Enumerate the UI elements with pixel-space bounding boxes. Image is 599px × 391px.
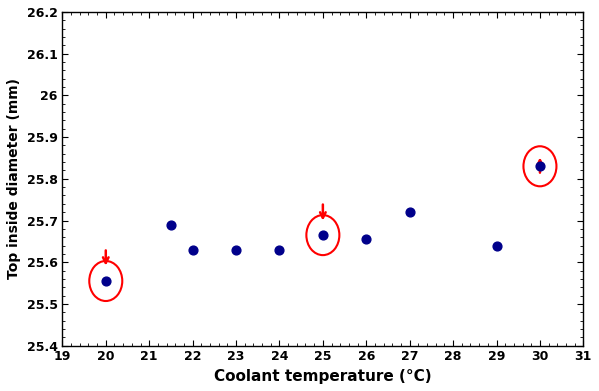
- Point: [231, 247, 241, 253]
- X-axis label: Coolant temperature (°C): Coolant temperature (°C): [214, 369, 432, 384]
- Point: [275, 247, 285, 253]
- Point: [188, 247, 198, 253]
- Point: [492, 242, 501, 249]
- Point: [318, 232, 328, 238]
- Point: [361, 236, 371, 242]
- Point: [535, 163, 544, 169]
- Y-axis label: Top inside diameter (mm): Top inside diameter (mm): [7, 78, 21, 279]
- Point: [166, 222, 176, 228]
- Point: [101, 278, 111, 284]
- Point: [405, 209, 415, 215]
